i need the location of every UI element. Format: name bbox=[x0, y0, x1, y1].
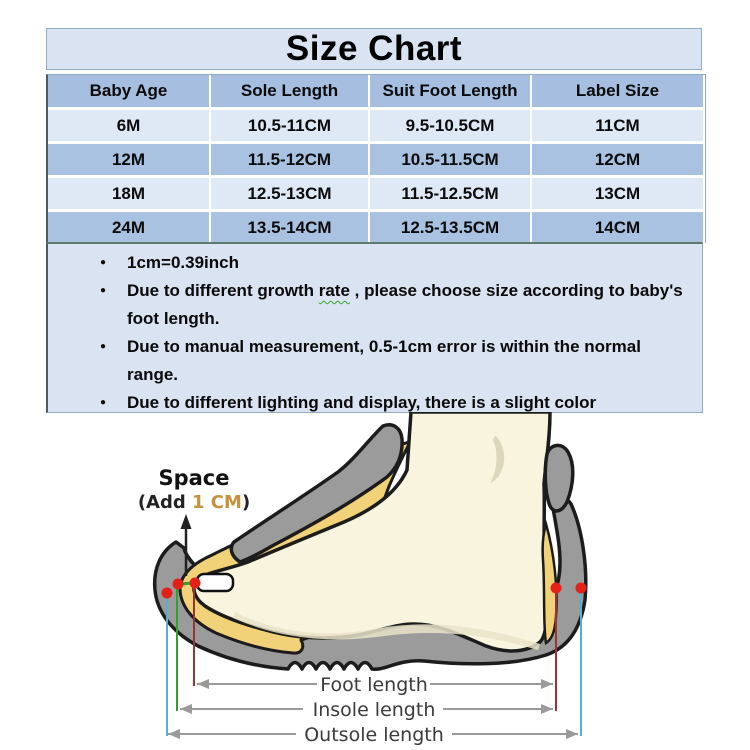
column-header-sole-length: Sole Length bbox=[211, 75, 368, 107]
shoe-heel-collar bbox=[543, 443, 575, 513]
table-cell: 10.5-11CM bbox=[211, 110, 368, 141]
arrowhead-left bbox=[168, 729, 180, 739]
table-cell: 6M bbox=[48, 110, 209, 141]
arrowhead-left bbox=[197, 679, 209, 689]
notes-list: 1cm=0.39inch Due to different growth rat… bbox=[98, 249, 684, 412]
ankle-highlight-crescent bbox=[490, 436, 505, 483]
column-header-suit-foot-length: Suit Foot Length bbox=[370, 75, 530, 107]
table-cell: 14CM bbox=[532, 212, 703, 243]
table-cell: 11.5-12.5CM bbox=[370, 178, 530, 209]
table-cell: 18M bbox=[48, 178, 209, 209]
note-color-difference: Due to different lighting and display, t… bbox=[98, 389, 684, 412]
note-text-wavy-underline: rate bbox=[318, 281, 350, 300]
space-sublabel-post: ) bbox=[242, 492, 250, 513]
page-title: Size Chart bbox=[285, 29, 463, 68]
note-measurement-error: Due to manual measurement, 0.5-1cm error… bbox=[98, 333, 684, 389]
table-cell: 11CM bbox=[532, 110, 703, 141]
note-growth-rate: Due to different growth rate , please ch… bbox=[98, 277, 684, 333]
table-cell: 10.5-11.5CM bbox=[370, 144, 530, 175]
outsole-length-label: Outsole length bbox=[304, 724, 444, 746]
table-cell: 12CM bbox=[532, 144, 703, 175]
note-text: , please choose size according to baby's… bbox=[127, 281, 683, 328]
note-text: Due to different growth bbox=[127, 281, 319, 300]
space-sublabel-value: 1 CM bbox=[192, 492, 242, 513]
note-conversion: 1cm=0.39inch bbox=[98, 249, 684, 277]
table-cell: 12M bbox=[48, 144, 209, 175]
outsole-tip-dot bbox=[161, 587, 173, 599]
arrowhead-right bbox=[541, 704, 553, 714]
note-text: Due to different lighting and display, t… bbox=[127, 393, 597, 412]
space-label: Space bbox=[158, 466, 229, 490]
toe-tip-dot bbox=[189, 577, 201, 589]
arrowhead-right bbox=[541, 679, 553, 689]
heel-inner-dot bbox=[550, 582, 562, 594]
title-banner: Size Chart bbox=[46, 28, 702, 70]
table-cell: 13.5-14CM bbox=[211, 212, 368, 243]
insole-length-label: Insole length bbox=[313, 699, 436, 721]
table-cell: 11.5-12CM bbox=[211, 144, 368, 175]
note-text: 1cm=0.39inch bbox=[127, 253, 239, 272]
foot-measurement-diagram: Foot length Insole length Outsole length… bbox=[0, 412, 750, 750]
arrowhead-right bbox=[566, 729, 578, 739]
insole-tip-dot bbox=[172, 578, 184, 590]
table-cell: 12.5-13.5CM bbox=[370, 212, 530, 243]
foot-shading bbox=[233, 612, 540, 650]
space-sublabel: (Add 1 CM) bbox=[138, 492, 250, 513]
toe-space-marker bbox=[195, 572, 235, 593]
space-arrow-head bbox=[180, 514, 192, 529]
note-text: Due to manual measurement, 0.5-1cm error… bbox=[127, 337, 641, 384]
heel-outer-dot bbox=[575, 582, 587, 594]
arrowhead-left bbox=[180, 704, 192, 714]
foot-length-label: Foot length bbox=[320, 674, 428, 696]
notes-panel: 1cm=0.39inch Due to different growth rat… bbox=[46, 242, 703, 413]
column-header-label-size: Label Size bbox=[532, 75, 703, 107]
space-sublabel-pre: (Add bbox=[138, 492, 192, 513]
column-header-baby-age: Baby Age bbox=[48, 75, 209, 107]
size-table: Baby Age Sole Length Suit Foot Length La… bbox=[46, 74, 706, 243]
table-cell: 9.5-10.5CM bbox=[370, 110, 530, 141]
shoe-vamp-strap bbox=[229, 423, 404, 564]
table-cell: 13CM bbox=[532, 178, 703, 209]
table-cell: 12.5-13CM bbox=[211, 178, 368, 209]
table-cell: 24M bbox=[48, 212, 209, 243]
